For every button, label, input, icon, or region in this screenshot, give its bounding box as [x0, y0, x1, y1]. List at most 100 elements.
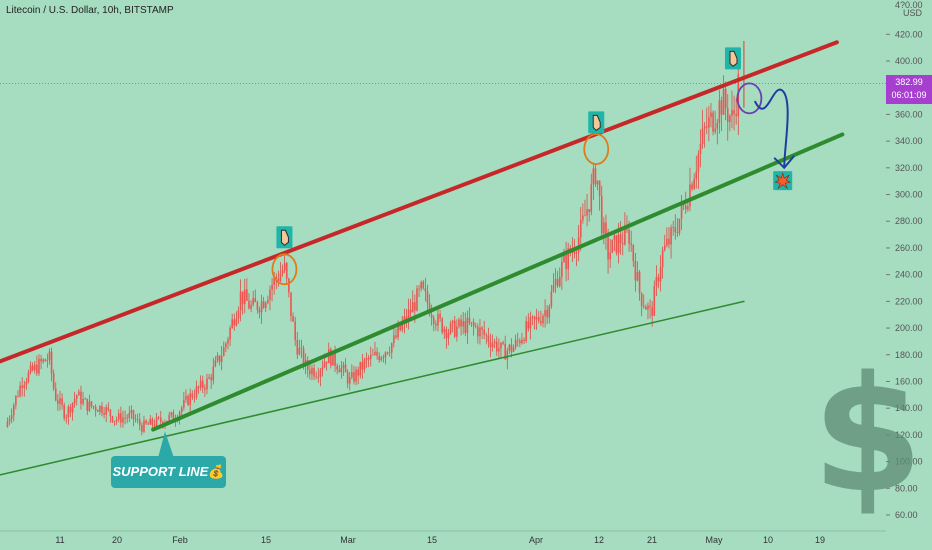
candle-body — [57, 400, 59, 404]
candle-body — [710, 112, 712, 118]
y-tick-label: 280.00 — [895, 216, 923, 226]
last-price-value: 382.99 — [895, 77, 923, 87]
candle-body — [432, 317, 435, 324]
candle-body — [260, 301, 263, 313]
y-tick-label: 200.00 — [895, 323, 923, 333]
candle-body — [435, 323, 437, 326]
candle-body — [338, 369, 341, 373]
candle-body — [716, 123, 719, 129]
countdown-timer: 06:01:09 — [891, 90, 927, 100]
candle-body — [172, 412, 175, 421]
candle-body — [720, 100, 723, 115]
candle-body — [210, 377, 212, 381]
candle-body — [134, 419, 137, 420]
pointing-hand-icon — [724, 47, 741, 70]
candle-body — [267, 299, 269, 303]
candle-body — [573, 250, 576, 254]
candle-body — [592, 168, 595, 185]
candle-body — [128, 412, 131, 418]
candle-body — [512, 347, 515, 352]
candle-body — [227, 339, 229, 344]
candle-body — [290, 292, 292, 317]
candle-body — [107, 407, 110, 410]
candle-body — [495, 341, 498, 352]
candle-body — [380, 357, 383, 361]
trendline-upper-resistance — [0, 40, 839, 364]
candle-body — [586, 209, 588, 216]
y-tick-label: 220.00 — [895, 296, 923, 306]
x-tick-label: 11 — [55, 535, 64, 545]
candle-body — [94, 406, 97, 411]
candle-body — [357, 369, 359, 376]
candle-body — [474, 326, 477, 327]
candle-body — [588, 209, 590, 213]
candle-body — [453, 320, 456, 337]
candle-body — [443, 328, 446, 333]
candle-body — [489, 341, 492, 348]
candle-body — [426, 291, 429, 304]
candle-body — [36, 364, 38, 374]
candle-body — [579, 220, 582, 238]
chart-title: Litecoin / U.S. Dollar, 10h, BITSTAMP — [6, 5, 174, 16]
candle-body — [19, 385, 21, 397]
candle-body — [634, 260, 637, 281]
candle-body — [25, 381, 28, 385]
y-tick-label: 300.00 — [895, 190, 923, 200]
candle-body — [390, 343, 393, 353]
candle-body — [647, 305, 649, 310]
candle-body — [323, 361, 326, 368]
candle-body — [359, 361, 362, 376]
candle-body — [386, 352, 389, 354]
candle-body — [157, 417, 160, 419]
candle-body — [10, 415, 13, 419]
candle-body — [498, 348, 500, 352]
candle-body — [613, 235, 616, 240]
candle-body — [527, 321, 530, 329]
y-tick-label: 400.00 — [895, 56, 923, 66]
candle-body — [678, 218, 681, 233]
candle-body — [332, 351, 334, 366]
candle-body — [514, 339, 517, 348]
candle-body — [405, 316, 408, 322]
candle-body — [130, 410, 133, 413]
candle-body — [533, 316, 536, 320]
candle-body — [115, 419, 118, 421]
candle-body — [252, 298, 254, 305]
candle-body — [502, 342, 504, 344]
y-tick-label: 420.00 — [895, 29, 923, 39]
candle-body — [86, 398, 89, 411]
candle-body — [246, 289, 248, 301]
candle-body — [281, 270, 284, 274]
candle-body — [653, 286, 656, 316]
trendlines-group — [0, 40, 845, 476]
candle-body — [311, 368, 313, 375]
candle-body — [609, 252, 611, 260]
explosion-icon — [773, 171, 793, 191]
candle-body — [225, 343, 227, 348]
y-tick-label: 60.00 — [895, 510, 918, 520]
candle-body — [645, 306, 647, 310]
y-tick-label: 120.00 — [895, 430, 923, 440]
candle-body — [105, 407, 107, 415]
candle-body — [111, 416, 114, 422]
candle-body — [31, 365, 34, 371]
candle-body — [649, 305, 651, 308]
candle-body — [382, 357, 385, 359]
candle-body — [239, 291, 242, 311]
candle-body — [600, 196, 603, 234]
candle-body — [384, 352, 387, 358]
candle-body — [462, 321, 464, 327]
candle-body — [411, 302, 414, 313]
candle-body — [506, 350, 509, 360]
candle-body — [38, 358, 40, 374]
candle-body — [44, 359, 47, 362]
candle-body — [596, 180, 599, 185]
candle-body — [632, 245, 635, 261]
candle-body — [206, 378, 208, 390]
candle-body — [48, 351, 51, 361]
candle-body — [361, 361, 364, 370]
candle-body — [138, 419, 141, 426]
y-tick-label: 340.00 — [895, 136, 923, 146]
candle-body — [470, 322, 473, 324]
